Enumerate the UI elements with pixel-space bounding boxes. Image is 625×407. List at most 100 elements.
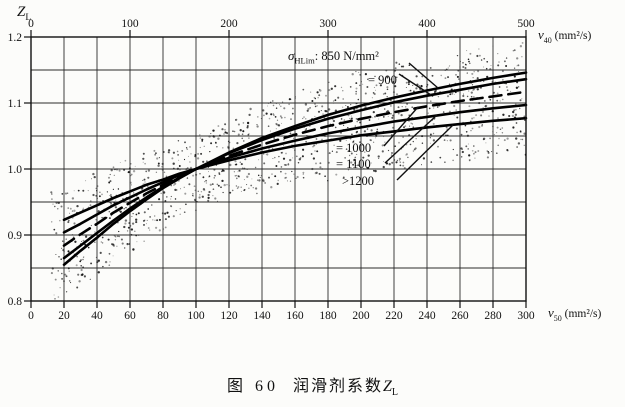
stipple-dot xyxy=(408,134,411,137)
stipple-dot xyxy=(344,157,346,159)
stipple-dot xyxy=(405,154,407,156)
stipple-dot xyxy=(128,167,131,170)
stipple-dot xyxy=(126,230,129,232)
bottom-axis-tick-label: 140 xyxy=(253,310,271,322)
bottom-axis-tick-label: 240 xyxy=(418,310,436,322)
stipple-dot xyxy=(143,211,146,214)
stipple-dot xyxy=(497,64,500,67)
stipple-dot xyxy=(147,227,150,229)
stipple-dot xyxy=(449,93,452,96)
stipple-dot xyxy=(207,171,210,173)
stipple-dot xyxy=(99,191,101,193)
stipple-dot xyxy=(162,191,166,194)
stipple-dot xyxy=(267,105,269,107)
stipple-dot xyxy=(217,137,220,140)
stipple-dot xyxy=(426,83,429,86)
top-axis-tick-label: 200 xyxy=(220,18,238,30)
stipple-dot xyxy=(246,184,248,186)
stipple-dot xyxy=(109,173,111,176)
leader-line-1100 xyxy=(384,114,438,164)
stipple-dot xyxy=(232,147,234,149)
stipple-dot xyxy=(158,162,160,165)
stipple-dot xyxy=(195,209,197,212)
stipple-dot xyxy=(399,161,402,163)
stipple-dot xyxy=(236,142,239,145)
stipple-dot xyxy=(293,149,296,152)
stipple-dot xyxy=(107,238,110,241)
stipple-dot xyxy=(519,130,522,133)
stipple-dot xyxy=(352,163,354,166)
stipple-dot xyxy=(183,158,186,161)
stipple-dot xyxy=(461,156,463,158)
stipple-dot xyxy=(260,117,262,119)
stipple-dot xyxy=(218,173,221,175)
leader-line-1000 xyxy=(383,106,419,147)
stipple-dot xyxy=(73,209,76,212)
stipple-dot xyxy=(94,231,96,233)
stipple-dot xyxy=(278,104,281,106)
stipple-dot xyxy=(443,139,446,141)
stipple-dot xyxy=(315,171,318,174)
stipple-dot xyxy=(191,195,194,197)
stipple-dot xyxy=(177,154,179,156)
stipple-dot xyxy=(50,221,53,223)
stipple-dot xyxy=(222,191,224,194)
stipple-dot xyxy=(81,273,84,276)
stipple-dot xyxy=(478,125,481,129)
stipple-dot xyxy=(101,236,104,239)
stipple-dot xyxy=(135,218,138,221)
stipple-dot xyxy=(61,277,64,280)
stipple-dot xyxy=(66,192,69,194)
stipple-dot xyxy=(467,148,469,150)
annotation-900: = 900 xyxy=(368,73,397,87)
stipple-dot xyxy=(456,75,459,78)
stipple-dot xyxy=(185,168,188,171)
stipple-dot xyxy=(293,173,295,175)
stipple-dot xyxy=(505,65,508,67)
stipple-dot xyxy=(367,127,369,130)
stipple-dot xyxy=(482,107,484,109)
stipple-dot xyxy=(453,114,455,116)
stipple-dot xyxy=(114,206,118,209)
stipple-dot xyxy=(519,45,523,48)
stipple-dot xyxy=(372,141,375,143)
stipple-dot xyxy=(515,109,517,111)
stipple-dot xyxy=(355,93,357,95)
figure-caption-symbol: Z xyxy=(383,378,392,395)
stipple-dot xyxy=(370,139,372,142)
stipple-dot xyxy=(394,145,397,148)
stipple-dot xyxy=(412,126,415,128)
stipple-dot xyxy=(67,219,70,222)
stipple-dot xyxy=(455,74,457,76)
stipple-dot xyxy=(263,153,265,155)
stipple-dot xyxy=(391,114,395,117)
stipple-dot xyxy=(462,65,465,69)
stipple-dot xyxy=(345,139,347,141)
top-axis-tick-label: 0 xyxy=(28,18,34,30)
stipple-dot xyxy=(161,162,164,165)
stipple-dot xyxy=(98,195,101,198)
stipple-dot xyxy=(216,183,219,186)
stipple-dot xyxy=(387,149,390,152)
stipple-dot xyxy=(398,157,402,161)
stipple-dot xyxy=(313,144,316,147)
stipple-dot xyxy=(489,98,492,101)
stipple-dot xyxy=(396,76,398,78)
stipple-dot xyxy=(433,91,436,93)
stipple-dot xyxy=(343,119,346,121)
curves-layer xyxy=(62,71,528,267)
stipple-dot xyxy=(152,219,154,221)
stipple-dot xyxy=(90,224,93,227)
stipple-dot xyxy=(63,251,65,253)
stipple-dot xyxy=(428,107,431,110)
stipple-dot xyxy=(195,201,198,203)
stipple-dot xyxy=(143,240,145,242)
stipple-dot xyxy=(95,195,97,197)
stipple-dot xyxy=(377,155,380,158)
stipple-dot xyxy=(448,110,451,113)
stipple-dot xyxy=(115,199,117,201)
stipple-dot xyxy=(205,179,207,182)
stipple-dot xyxy=(491,80,494,83)
stipple-dot xyxy=(302,173,304,175)
